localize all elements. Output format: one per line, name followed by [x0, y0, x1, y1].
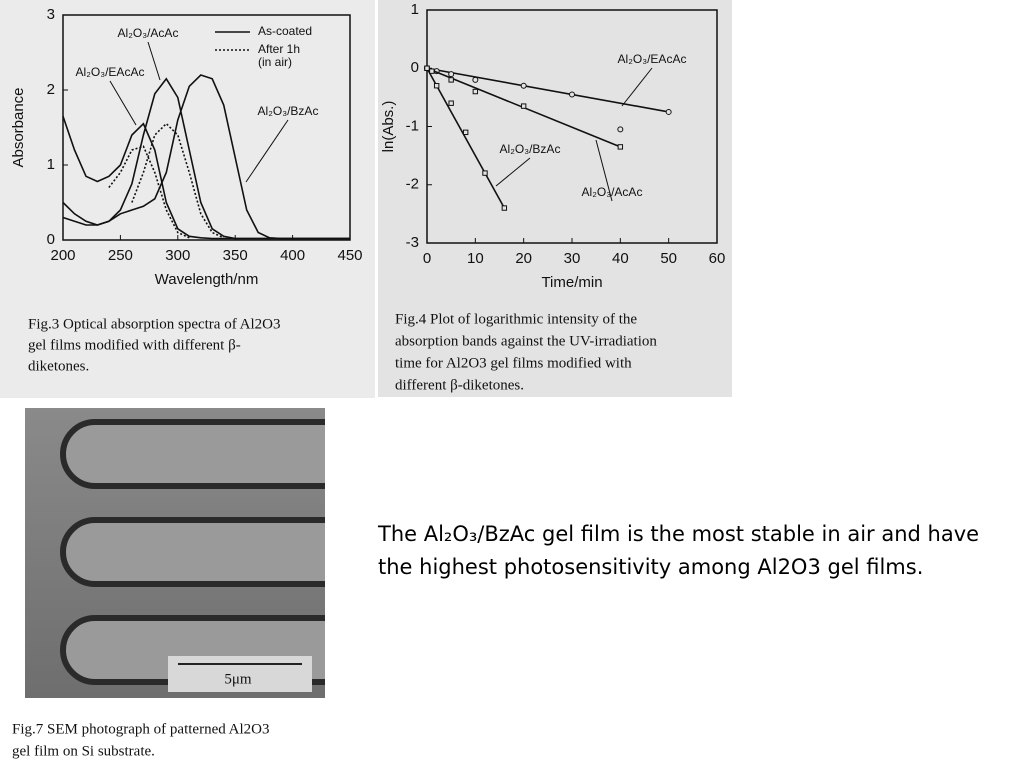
data-point: [448, 71, 455, 78]
legend-label: As-coated: [258, 24, 312, 38]
legend-label: (in air): [258, 55, 292, 69]
data-point: [665, 108, 672, 115]
x-tick-label: 30: [564, 250, 581, 267]
figure-caption: Fig.4 Plot of logarithmic intensity of t…: [395, 311, 637, 327]
plot-frame: [62, 14, 351, 241]
data-point: [501, 205, 508, 211]
y-tick-label: -3: [406, 234, 419, 251]
spectrum-line: [131, 122, 225, 239]
fit-line: [426, 67, 669, 113]
data-point: [448, 77, 454, 83]
series-label: Al₂O₃/AcAc: [118, 26, 179, 40]
x-axis-label: Time/min: [541, 274, 602, 291]
annotation-arrow: [595, 139, 613, 202]
scale-label: 5μm: [224, 671, 252, 687]
figure-caption: absorption bands against the UV-irradiat…: [395, 333, 657, 349]
x-tick-label: 250: [108, 247, 133, 264]
figure-caption: time for Al2O3 gel films modified with: [395, 355, 632, 371]
y-tick-label: 0: [47, 231, 55, 248]
scale-box: [168, 656, 312, 692]
data-point: [520, 103, 527, 109]
y-tick-label: 0: [411, 59, 419, 76]
series-label: Al₂O₃/BzAc: [258, 104, 319, 118]
data-point: [462, 129, 469, 136]
annotation-arrow: [495, 157, 531, 187]
main-text: The Al₂O₃/BzAc gel film is the most stab…: [378, 522, 980, 579]
data-point: [617, 126, 624, 133]
y-axis-label: Absorbance: [10, 87, 27, 167]
x-tick-label: 50: [660, 250, 677, 267]
figure-caption: diketones.: [28, 358, 89, 374]
figure-caption: gel films modified with different β-: [28, 337, 241, 353]
figure-caption: gel film on Si substrate.: [12, 743, 155, 759]
data-point: [448, 100, 454, 106]
y-tick-label: 2: [47, 81, 55, 98]
x-axis-label: Wavelength/nm: [155, 271, 259, 288]
figure-caption: different β-diketones.: [395, 377, 524, 393]
x-tick-label: 350: [223, 247, 248, 264]
data-point: [433, 83, 440, 89]
annotation-arrow: [245, 119, 289, 183]
data-point: [424, 65, 430, 71]
spectrum-line: [108, 145, 190, 239]
series-label: Al₂O₃/EAcAc: [618, 52, 687, 66]
annotation-arrow: [621, 67, 653, 107]
legend-label: After 1h: [258, 42, 300, 56]
x-tick-label: 400: [280, 247, 305, 264]
data-point: [482, 170, 488, 176]
sem-fingers: [60, 419, 325, 685]
fit-line: [426, 67, 506, 209]
data-point: [569, 91, 575, 98]
series-label: Al₂O₃/EAcAc: [76, 65, 145, 79]
data-point: [520, 82, 527, 89]
x-tick-label: 60: [709, 250, 726, 267]
data-point: [617, 144, 624, 150]
data-point: [472, 76, 479, 83]
annotation-arrow: [147, 41, 161, 81]
x-tick-label: 300: [165, 247, 190, 264]
y-axis-label: ln(Abs.): [380, 101, 397, 153]
y-tick-label: 3: [47, 6, 55, 23]
x-tick-label: 20: [515, 250, 532, 267]
figure-caption: Fig.3 Optical absorption spectra of Al2O…: [28, 316, 280, 332]
y-tick-label: 1: [411, 1, 419, 18]
y-tick-label: 1: [47, 156, 55, 173]
series-label: Al₂O₃/AcAc: [582, 185, 643, 199]
y-tick-label: -1: [406, 117, 419, 134]
data-point: [429, 68, 435, 74]
fig4-scan: [378, 0, 732, 397]
y-tick-label: -2: [406, 176, 419, 193]
data-point: [472, 88, 479, 95]
spectrum-line: [62, 74, 350, 240]
x-tick-label: 40: [612, 250, 629, 267]
series-label: Al₂O₃/BzAc: [500, 142, 561, 156]
figure-caption: Fig.7 SEM photograph of patterned Al2O3: [12, 721, 269, 737]
x-tick-label: 450: [337, 247, 362, 264]
annotation-arrow: [109, 80, 137, 126]
x-tick-label: 10: [467, 250, 484, 267]
x-tick-label: 0: [423, 250, 431, 267]
x-tick-label: 200: [50, 247, 75, 264]
